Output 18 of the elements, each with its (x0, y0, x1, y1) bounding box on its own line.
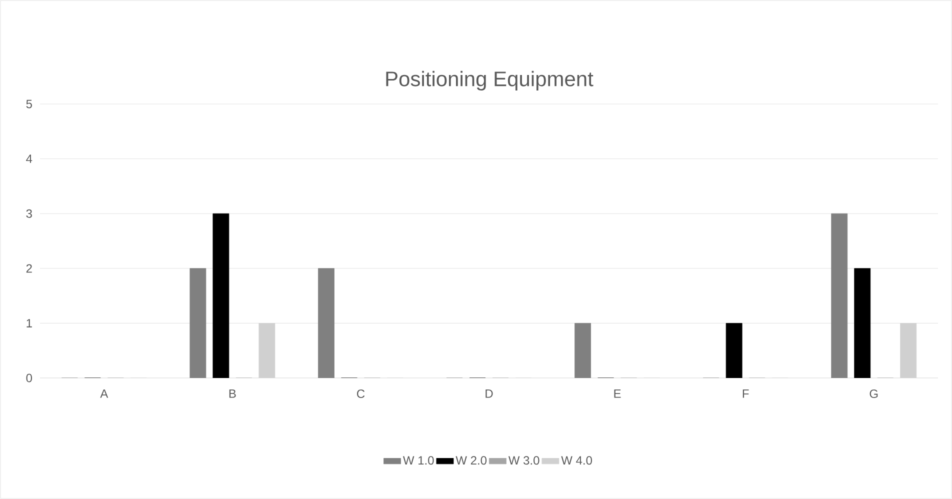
chart-title: Positioning Equipment (386, 70, 594, 91)
legend-label: W 1.0 (402, 456, 434, 465)
y-tick-label: 0 (26, 374, 32, 382)
x-tick-label: F (742, 390, 749, 398)
y-tick-label: 2 (26, 264, 32, 273)
x-tick-label: G (870, 390, 878, 398)
legend-label: W 4.0 (561, 456, 592, 465)
x-tick-label: E (614, 390, 621, 398)
y-tick-label: 4 (26, 154, 32, 163)
x-tick-label: C (356, 390, 365, 398)
x-tick-label: A (100, 390, 108, 398)
x-tick-label: B (229, 390, 236, 398)
legend-label: W 3.0 (508, 456, 540, 465)
y-tick-label: 5 (26, 100, 32, 108)
y-tick-label: 1 (26, 319, 32, 328)
y-tick-label: 3 (26, 209, 32, 218)
x-tick-label: D (486, 390, 493, 398)
legend-label: W 2.0 (456, 456, 487, 465)
